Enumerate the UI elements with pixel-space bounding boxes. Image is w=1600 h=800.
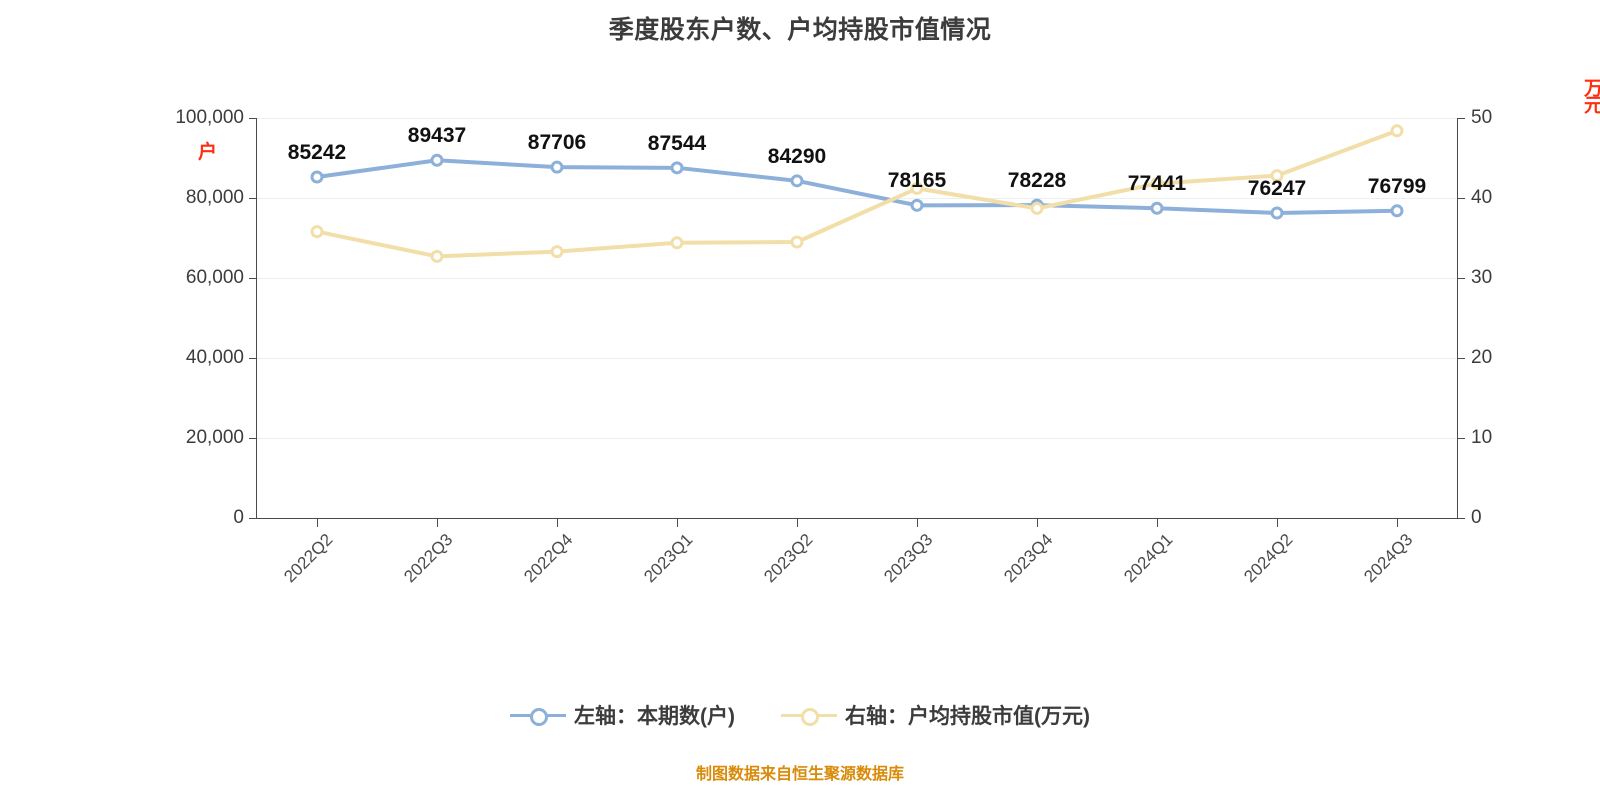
data-point-marker[interactable] bbox=[1390, 124, 1404, 138]
x-axis-tick-label: 2023Q4 bbox=[1000, 530, 1057, 587]
data-point-marker[interactable] bbox=[670, 161, 684, 175]
left-axis-unit-label: 户 bbox=[198, 142, 218, 163]
left-axis-tick bbox=[249, 358, 257, 359]
x-axis-tick bbox=[917, 518, 918, 527]
gridline bbox=[257, 118, 1457, 119]
legend-left-series[interactable]: 左轴：本期数(户) bbox=[510, 700, 735, 730]
x-axis-tick bbox=[797, 518, 798, 527]
left-axis-tick bbox=[249, 118, 257, 119]
x-axis-tick bbox=[1397, 518, 1398, 527]
plot-area: 0 20,000 40,000 60,000 80,000 100,000 0 10 20 30… bbox=[175, 107, 1492, 586]
left-axis-tick-label: 100,000 bbox=[175, 107, 244, 128]
data-point-label: 78165 bbox=[887, 169, 947, 193]
left-axis-tick bbox=[249, 198, 257, 199]
data-point-marker[interactable] bbox=[310, 225, 324, 239]
left-axis-line bbox=[256, 118, 257, 519]
x-axis-tick-label: 2024Q2 bbox=[1240, 530, 1297, 587]
page-title: 季度股东户数、户均持股市值情况 bbox=[608, 16, 992, 44]
gridline bbox=[257, 278, 1457, 279]
data-point-marker[interactable] bbox=[550, 160, 564, 174]
data-point-marker[interactable] bbox=[1150, 201, 1164, 215]
data-point-label: 87706 bbox=[527, 131, 587, 155]
legend-marker-icon bbox=[510, 704, 566, 726]
x-axis-tick bbox=[317, 518, 318, 527]
right-axis-tick-label: 0 bbox=[1471, 507, 1482, 528]
x-axis-tick-label: 2023Q3 bbox=[880, 530, 937, 587]
data-point-marker[interactable] bbox=[910, 181, 924, 195]
data-point-marker[interactable] bbox=[790, 235, 804, 249]
data-point-label: 85242 bbox=[287, 141, 347, 165]
data-point-label: 76247 bbox=[1247, 177, 1307, 200]
data-point-marker[interactable] bbox=[790, 174, 804, 188]
data-point-label: 77441 bbox=[1127, 172, 1187, 196]
data-point-marker[interactable] bbox=[1390, 204, 1404, 218]
chart-legend: 左轴：本期数(户) 右轴：户均持股市值(万元) bbox=[0, 700, 1600, 730]
left-axis-tick bbox=[249, 518, 257, 519]
series-plot bbox=[310, 124, 1404, 263]
gridline bbox=[257, 438, 1457, 439]
data-point-marker[interactable] bbox=[310, 170, 324, 184]
right-axis-tick bbox=[1457, 118, 1465, 119]
legend-dot-icon bbox=[530, 708, 548, 726]
legend-dot-icon bbox=[801, 708, 819, 726]
data-point-marker[interactable] bbox=[430, 153, 444, 167]
left-axis-tick-label: 0 bbox=[233, 507, 244, 528]
left-axis-tick bbox=[249, 278, 257, 279]
data-point-marker[interactable] bbox=[910, 198, 924, 212]
x-axis-tick-label: 2023Q1 bbox=[640, 530, 697, 587]
legend-marker-icon bbox=[781, 704, 837, 726]
data-point-marker[interactable] bbox=[1150, 177, 1164, 191]
left-axis-tick-label: 60,000 bbox=[185, 267, 244, 288]
right-axis-tick bbox=[1457, 438, 1465, 439]
right-axis-tick bbox=[1457, 518, 1465, 519]
data-point-marker[interactable] bbox=[550, 245, 564, 259]
data-point-marker[interactable] bbox=[670, 236, 684, 250]
x-axis-tick bbox=[1277, 518, 1278, 527]
data-point-marker[interactable] bbox=[430, 249, 444, 263]
data-point-label: 78228 bbox=[1007, 169, 1067, 193]
data-point-marker[interactable] bbox=[1270, 206, 1284, 220]
data-point-marker[interactable] bbox=[1270, 169, 1284, 183]
x-axis-tick bbox=[1157, 518, 1158, 527]
data-point-marker[interactable] bbox=[1030, 201, 1044, 215]
data-point-label: 84290 bbox=[767, 144, 827, 168]
left-axis-tick-label: 20,000 bbox=[185, 427, 244, 448]
left-axis-tick-label: 40,000 bbox=[185, 347, 244, 368]
x-axis-tick-label: 2024Q3 bbox=[1360, 530, 1417, 587]
legend-label: 左轴：本期数(户) bbox=[574, 705, 735, 728]
data-point-label: 87544 bbox=[647, 131, 707, 155]
gridline bbox=[257, 358, 1457, 359]
x-axis-tick-label: 2023Q2 bbox=[760, 530, 817, 587]
right-axis-tick-label: 20 bbox=[1471, 347, 1493, 368]
left-axis-tick bbox=[249, 438, 257, 439]
legend-label: 右轴：户均持股市值(万元) bbox=[845, 705, 1090, 728]
series-line bbox=[315, 128, 1399, 259]
right-axis-tick-label: 50 bbox=[1471, 107, 1493, 128]
right-axis-tick-label: 10 bbox=[1471, 427, 1493, 448]
legend-right-series[interactable]: 右轴：户均持股市值(万元) bbox=[781, 700, 1090, 730]
right-axis-tick bbox=[1457, 358, 1465, 359]
right-axis-line bbox=[1457, 118, 1458, 519]
x-axis-tick-label: 2024Q1 bbox=[1120, 530, 1177, 587]
left-axis-tick-label: 80,000 bbox=[185, 187, 244, 208]
right-axis-tick bbox=[1457, 278, 1465, 279]
x-axis-tick-label: 2022Q4 bbox=[520, 530, 577, 587]
x-axis-tick-label: 2022Q2 bbox=[280, 530, 337, 587]
right-axis-tick-label: 40 bbox=[1471, 187, 1493, 208]
series-line bbox=[315, 158, 1399, 216]
right-axis-unit-label: 万元 bbox=[1581, 78, 1600, 112]
x-axis-tick bbox=[437, 518, 438, 527]
data-point-label: 76799 bbox=[1367, 174, 1427, 198]
x-axis-tick bbox=[1037, 518, 1038, 527]
footer-note: 制图数据来自恒生聚源数据库 bbox=[695, 766, 904, 783]
x-axis-line bbox=[256, 518, 1458, 519]
x-axis-tick bbox=[677, 518, 678, 527]
gridline bbox=[257, 198, 1457, 199]
x-axis-tick-label: 2022Q3 bbox=[400, 530, 457, 587]
x-axis-tick bbox=[557, 518, 558, 527]
right-axis-tick-label: 30 bbox=[1471, 267, 1493, 288]
data-point-label: 89437 bbox=[407, 124, 467, 148]
right-axis-tick bbox=[1457, 198, 1465, 199]
